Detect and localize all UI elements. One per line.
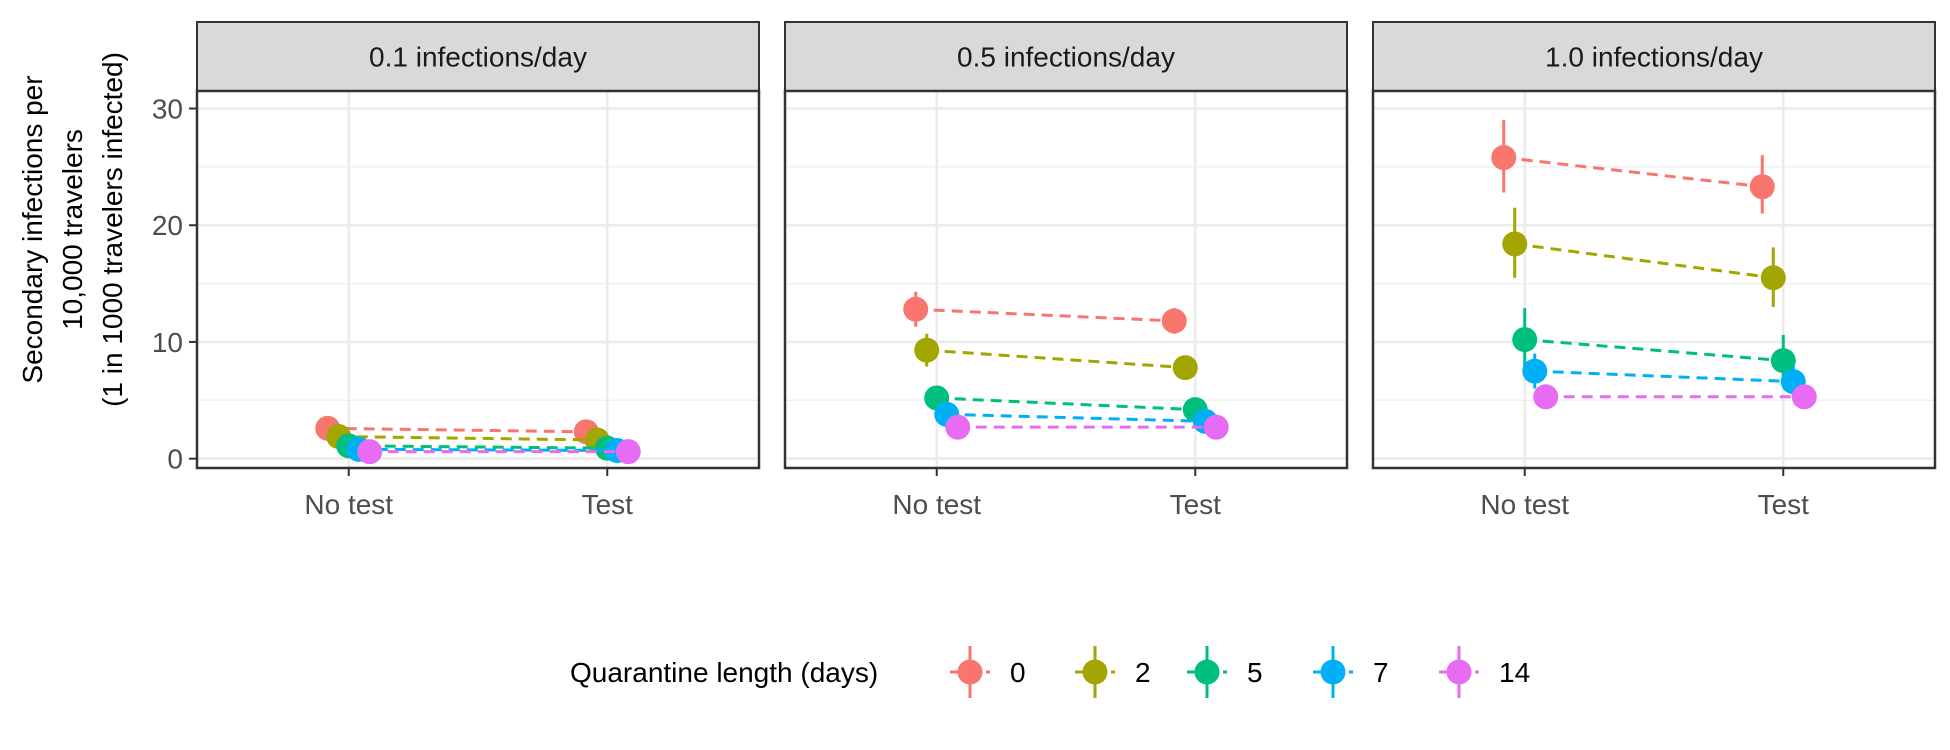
legend-label: 5 — [1247, 657, 1263, 688]
series-2 — [326, 423, 610, 453]
data-point — [1760, 265, 1786, 291]
data-point — [914, 337, 940, 363]
panel-1: 0.1 infections/day No test Test 0 10 20 30 — [152, 21, 761, 520]
data-point — [1749, 174, 1775, 200]
legend-key-14: 14 — [1439, 646, 1530, 698]
x-tick-label: No test — [1480, 489, 1569, 520]
data-point — [1522, 358, 1548, 384]
series-2 — [1502, 207, 1786, 307]
series-line — [348, 444, 608, 450]
series-line — [915, 307, 1175, 323]
x-tick-label: Test — [582, 489, 634, 520]
data-point — [1512, 327, 1538, 353]
series-line — [946, 412, 1206, 423]
x-tick-label: No test — [304, 489, 393, 520]
legend-label: 2 — [1135, 657, 1151, 688]
series-2 — [914, 333, 1198, 381]
data-point — [1203, 414, 1229, 440]
series-line — [1503, 156, 1763, 189]
series-line — [1524, 338, 1784, 363]
plot-background — [197, 91, 759, 468]
data-point — [1791, 384, 1817, 410]
panel-2: 0.5 infections/day No test Test — [783, 21, 1349, 520]
plot-background — [1373, 91, 1935, 468]
legend-point — [1194, 659, 1220, 685]
panels: 0.1 infections/day No test Test 0 10 20 30 0.5 … — [152, 21, 1937, 520]
series-14 — [1533, 384, 1817, 410]
series-line — [936, 396, 1196, 412]
y-axis-title-line: (1 in 1000 travelers infected) — [97, 52, 128, 407]
legend-point — [1082, 659, 1108, 685]
x-tick-label: Test — [1170, 489, 1222, 520]
legend-key-5: 5 — [1187, 646, 1263, 698]
data-point — [1172, 355, 1198, 381]
x-tick-label: Test — [1758, 489, 1810, 520]
series-14 — [945, 414, 1229, 440]
data-point — [1502, 231, 1528, 257]
panel-3: 1.0 infections/day No test Test — [1371, 21, 1937, 520]
series-5 — [1512, 308, 1796, 381]
legend-point — [1320, 659, 1346, 685]
panel-strip — [1372, 21, 1936, 92]
panel-title: 0.5 infections/day — [957, 42, 1175, 73]
data-point — [615, 439, 641, 465]
legend-label: 0 — [1010, 657, 1026, 688]
data-point — [1770, 348, 1796, 374]
panel-title: 0.1 infections/day — [369, 42, 587, 73]
y-axis-title-line: Secondary infections per — [17, 75, 48, 383]
plot-background — [785, 91, 1347, 468]
panel-border — [1371, 89, 1937, 470]
series-line — [327, 426, 587, 434]
data-point — [1491, 145, 1517, 171]
legend-key-7: 7 — [1313, 646, 1389, 698]
series-line — [926, 348, 1186, 370]
x-tick-label: No test — [892, 489, 981, 520]
y-axis-title-line: 10,000 travelers — [57, 129, 88, 330]
data-point — [903, 296, 929, 322]
series-0 — [903, 291, 1187, 334]
series-0 — [1491, 120, 1775, 214]
data-point — [1161, 308, 1187, 334]
y-tick-label: 0 — [167, 444, 183, 475]
panel-strip — [784, 21, 1348, 92]
legend-key-0: 0 — [950, 646, 1026, 698]
legend-label: 14 — [1499, 657, 1530, 688]
panel-border — [195, 89, 761, 470]
series-line — [1534, 369, 1794, 384]
data-point — [1533, 384, 1559, 410]
series-line — [358, 447, 618, 452]
legend-label: 7 — [1373, 657, 1389, 688]
panel-strip — [196, 21, 760, 92]
legend: Quarantine length (days) 0 2 5 7 14 — [570, 646, 1530, 698]
series-line — [338, 434, 598, 442]
data-point — [357, 439, 383, 465]
legend-key-2: 2 — [1075, 646, 1151, 698]
panel-border — [783, 89, 1349, 470]
y-tick-label: 20 — [152, 210, 183, 241]
panel-title: 1.0 infections/day — [1545, 42, 1763, 73]
legend-title: Quarantine length (days) — [570, 657, 878, 688]
y-tick-label: 10 — [152, 327, 183, 358]
legend-point — [1446, 659, 1472, 685]
series-line — [1514, 242, 1774, 280]
y-tick-label: 30 — [152, 94, 183, 125]
legend-point — [957, 659, 983, 685]
y-axis-title: Secondary infections per 10,000 travelers… — [17, 52, 128, 407]
series-14 — [357, 439, 641, 465]
data-point — [945, 414, 971, 440]
